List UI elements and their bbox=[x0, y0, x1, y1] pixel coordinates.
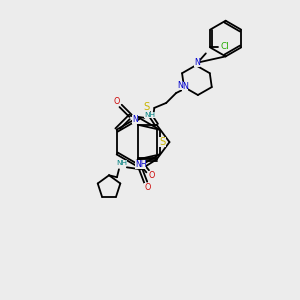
Text: O: O bbox=[145, 183, 151, 192]
Text: NH: NH bbox=[144, 112, 155, 118]
Text: N: N bbox=[177, 81, 183, 90]
Text: O: O bbox=[113, 98, 120, 106]
Text: NH: NH bbox=[135, 160, 146, 169]
Text: NH: NH bbox=[116, 160, 128, 166]
Text: S: S bbox=[143, 102, 150, 112]
Text: N: N bbox=[194, 58, 200, 67]
Text: Cl: Cl bbox=[221, 42, 230, 51]
Text: N: N bbox=[182, 82, 188, 91]
Text: N: N bbox=[132, 115, 138, 124]
Text: O: O bbox=[148, 171, 155, 180]
Text: S: S bbox=[159, 137, 166, 147]
